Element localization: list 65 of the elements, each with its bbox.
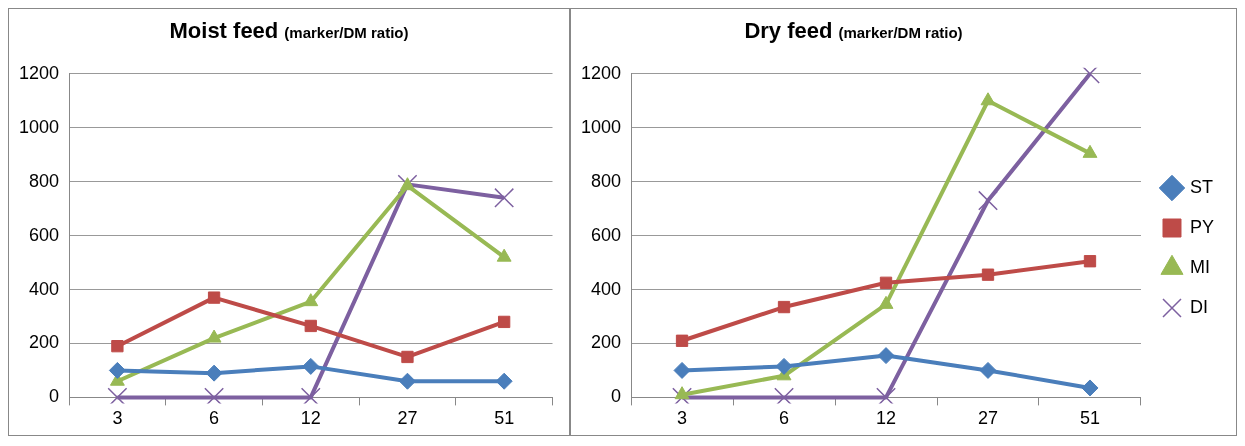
- chart-title: Dry feed: [744, 18, 833, 43]
- y-tick-label: 400: [591, 278, 622, 299]
- point: [674, 386, 690, 400]
- point: [302, 357, 320, 375]
- x-tick-label: 51: [1079, 408, 1101, 429]
- legend-label: MI: [1189, 256, 1210, 277]
- x-tick-label: 27: [397, 408, 418, 429]
- point: [205, 364, 223, 382]
- x-tick-label: 12: [300, 408, 321, 429]
- point: [111, 340, 124, 353]
- point: [204, 387, 225, 404]
- point: [673, 361, 691, 379]
- x-tick-label: 51: [494, 408, 515, 429]
- legend-label: DI: [1189, 296, 1208, 317]
- point: [494, 187, 515, 208]
- chart-title: Moist feed: [169, 18, 279, 43]
- y-tick-label: 1200: [581, 62, 622, 83]
- point: [981, 268, 995, 281]
- point: [877, 347, 895, 365]
- y-tick-label: 0: [611, 386, 622, 407]
- y-tick-label: 1000: [581, 116, 622, 137]
- point: [304, 319, 317, 333]
- x-tick-label: 6: [779, 408, 790, 429]
- y-tick-label: 600: [591, 224, 622, 245]
- chart-subtitle: (marker/DM ratio): [284, 24, 409, 41]
- point: [401, 350, 414, 364]
- y-tick-label: 800: [29, 170, 60, 191]
- point: [207, 291, 221, 304]
- point: [879, 276, 893, 289]
- point: [775, 357, 793, 375]
- point: [300, 387, 321, 404]
- legend-label: ST: [1189, 176, 1213, 197]
- point: [495, 372, 513, 390]
- y-tick-label: 800: [591, 170, 622, 191]
- x-tick-label: 3: [677, 408, 688, 429]
- point: [1081, 379, 1099, 397]
- y-tick-label: 1200: [19, 62, 60, 83]
- x-tick-label: 12: [876, 408, 897, 429]
- chart-subtitle: (marker/DM ratio): [838, 24, 963, 41]
- point: [978, 190, 998, 211]
- point: [675, 334, 689, 347]
- y-tick-label: 200: [29, 332, 60, 353]
- y-tick-label: 200: [591, 332, 622, 353]
- point: [107, 387, 128, 404]
- point: [1083, 255, 1097, 268]
- x-tick-label: 3: [112, 408, 123, 429]
- point: [108, 361, 126, 379]
- point: [774, 387, 794, 404]
- x-tick-label: 6: [209, 408, 220, 429]
- legend-label: PY: [1189, 216, 1214, 237]
- point: [303, 293, 319, 307]
- point: [496, 248, 512, 262]
- point: [672, 387, 692, 404]
- y-tick-label: 600: [29, 224, 60, 245]
- point: [398, 372, 416, 390]
- y-tick-label: 0: [49, 386, 60, 407]
- x-tick-label: 27: [977, 408, 999, 429]
- point: [979, 361, 997, 379]
- point: [206, 329, 222, 343]
- point: [498, 315, 511, 329]
- point: [777, 300, 791, 314]
- y-tick-label: 1000: [19, 116, 60, 137]
- y-tick-label: 400: [29, 278, 60, 299]
- point: [1080, 67, 1100, 84]
- point: [876, 387, 896, 404]
